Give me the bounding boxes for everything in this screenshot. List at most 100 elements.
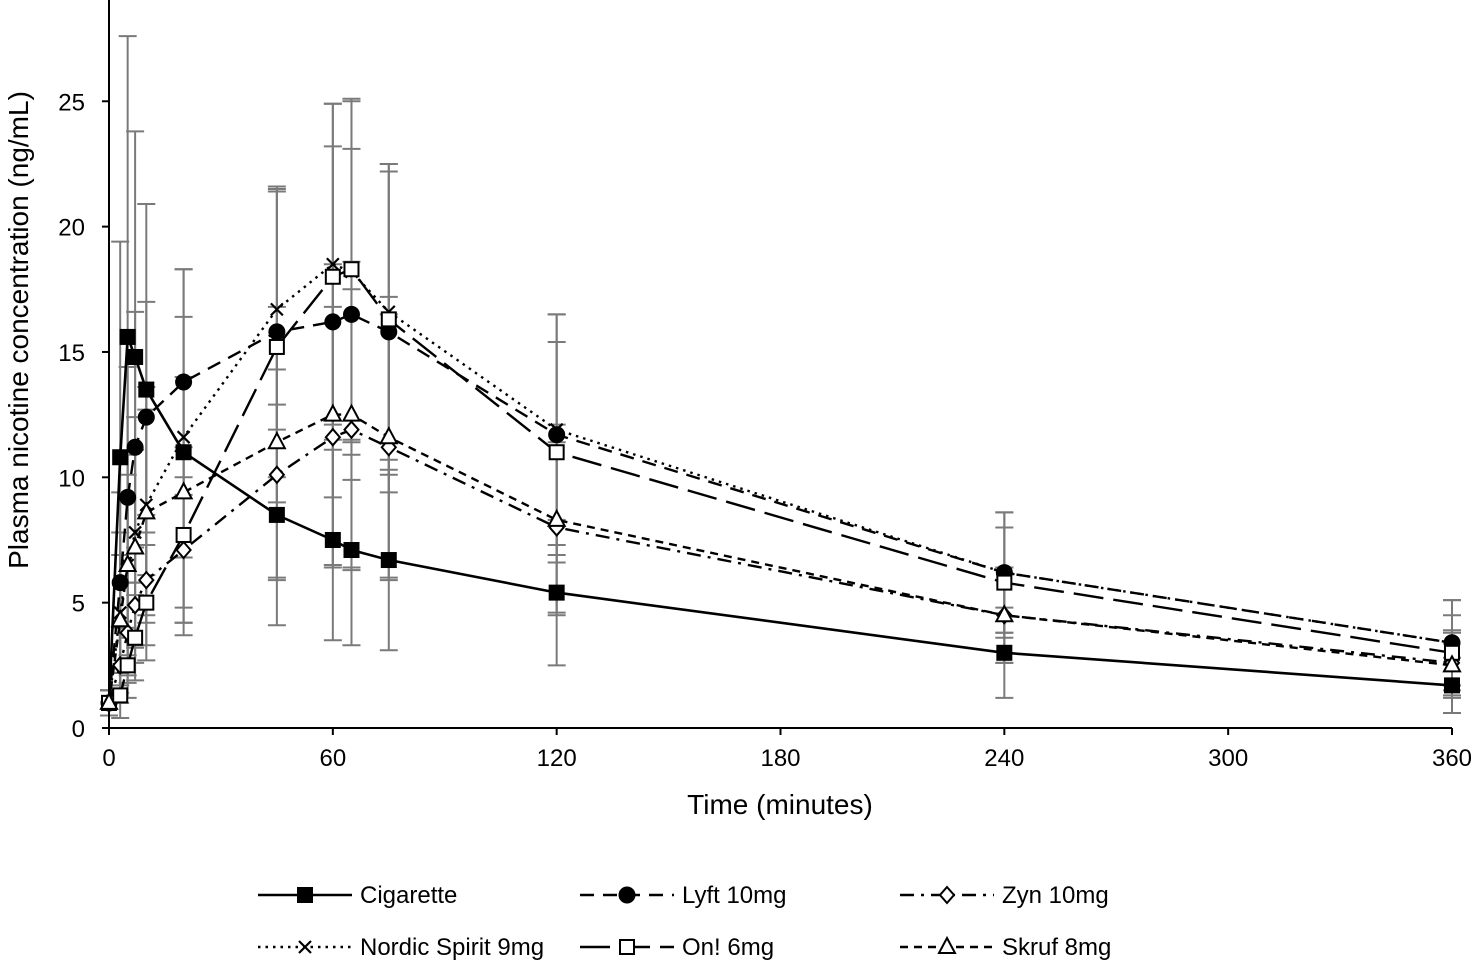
legend-item-nordic-spirit-9mg: Nordic Spirit 9mg xyxy=(258,934,544,961)
cigarette-data-point xyxy=(268,506,285,523)
skruf-8mg-data-point xyxy=(323,403,343,422)
zyn-10mg-data-point xyxy=(343,420,360,440)
cigarette-data-point xyxy=(548,584,565,601)
cigarette-data-point xyxy=(996,644,1013,661)
skruf-8mg-data-point xyxy=(99,691,119,710)
cigarette-data-point xyxy=(324,531,341,548)
legend: Cigarette Lyft 10mg Zyn 10mg Nordic Spirit … xyxy=(258,882,1111,961)
on-6mg-data-point xyxy=(548,444,565,461)
nordic-spirit-9mg-series-line xyxy=(107,262,1453,704)
x-tick-label: 240 xyxy=(984,745,1024,772)
lyft-10mg-data-point xyxy=(111,574,129,592)
on-6mg-data-point xyxy=(996,574,1013,591)
legend-label: Skruf 8mg xyxy=(1002,934,1111,961)
cigarette-data-point xyxy=(343,542,360,559)
legend-marker xyxy=(297,887,313,903)
legend-item-skruf-8mg: Skruf 8mg xyxy=(900,934,1111,961)
zyn-10mg-data-point xyxy=(175,540,192,560)
legend-label: Lyft 10mg xyxy=(682,882,787,909)
y-tick-label: 10 xyxy=(58,465,85,492)
skruf-8mg-data-point xyxy=(379,426,399,445)
legend-item-on-6mg: On! 6mg xyxy=(580,934,774,961)
legend-marker xyxy=(938,885,956,905)
skruf-8mg-series-line xyxy=(107,413,1453,704)
cigarette-data-point xyxy=(119,328,136,345)
zyn-10mg-data-point xyxy=(137,570,155,590)
cigarette-series-line xyxy=(107,336,1453,703)
on-6mg-data-point xyxy=(175,526,192,543)
nordic-spirit-9mg-data-point xyxy=(270,302,284,317)
skruf-8mg-data-point xyxy=(117,553,138,573)
skruf-8mg-data-point xyxy=(341,403,362,422)
lyft-10mg-data-point xyxy=(548,426,566,444)
error-bars-layer xyxy=(100,35,1461,719)
y-tick-label: 5 xyxy=(72,591,85,618)
legend-label: On! 6mg xyxy=(682,934,774,961)
y-tick-label: 15 xyxy=(58,340,85,367)
skruf-8mg-data-point xyxy=(110,609,130,628)
series-lines-layer xyxy=(107,262,1453,704)
legend-marker xyxy=(298,940,312,954)
on-6mg-series-line xyxy=(108,267,1453,704)
lyft-10mg-series-line xyxy=(107,313,1453,704)
skruf-8mg-data-point xyxy=(994,604,1014,623)
on-6mg-data-point xyxy=(112,687,129,704)
nordic-spirit-9mg-data-point xyxy=(176,430,191,444)
zyn-10mg-series-line xyxy=(107,428,1453,704)
legend-marker xyxy=(937,935,957,954)
legend-label: Zyn 10mg xyxy=(1002,882,1109,909)
on-6mg-data-point xyxy=(138,594,155,611)
nordic-spirit-9mg-data-point xyxy=(128,525,142,540)
x-tick-label: 300 xyxy=(1208,745,1248,772)
skruf-8mg-data-point xyxy=(547,508,567,527)
on-6mg-data-point xyxy=(380,311,397,328)
x-axis-title: Time (minutes) xyxy=(687,789,873,820)
lyft-10mg-data-point xyxy=(342,305,360,323)
on-6mg-data-point xyxy=(268,338,285,355)
cigarette-data-point xyxy=(138,381,155,398)
y-tick-label: 20 xyxy=(58,215,85,242)
axes xyxy=(108,0,1452,729)
lyft-10mg-data-point xyxy=(175,373,193,391)
cigarette-data-point xyxy=(380,552,397,569)
axis-ticks: 0 60 120 180 240 300 360 0 5 10 15 20 25 xyxy=(58,89,1472,772)
x-tick-label: 120 xyxy=(537,745,577,772)
zyn-10mg-data-point xyxy=(324,427,342,447)
y-tick-label: 25 xyxy=(58,89,85,116)
skruf-8mg-data-point xyxy=(136,501,156,520)
lyft-10mg-data-point xyxy=(268,323,286,341)
lyft-10mg-data-point xyxy=(324,313,342,331)
legend-label: Nordic Spirit 9mg xyxy=(360,934,544,961)
nordic-spirit-9mg-data-point xyxy=(549,422,564,437)
lyft-10mg-data-point xyxy=(126,438,144,456)
cigarette-data-point xyxy=(127,348,144,365)
y-axis-title: Plasma nicotine concentration (ng/mL) xyxy=(3,91,34,569)
skruf-8mg-data-point xyxy=(1442,654,1462,673)
lyft-10mg-data-point xyxy=(137,408,155,426)
legend-marker xyxy=(618,886,636,904)
legend-marker xyxy=(619,939,635,955)
on-6mg-data-point xyxy=(324,268,341,285)
nordic-spirit-9mg-data-point xyxy=(326,257,340,272)
cigarette-data-point xyxy=(175,444,192,461)
x-tick-label: 180 xyxy=(760,745,800,772)
on-6mg-data-point xyxy=(343,261,360,278)
legend-item-cigarette: Cigarette xyxy=(258,882,457,909)
x-tick-label: 60 xyxy=(319,745,346,772)
x-tick-label: 0 xyxy=(102,745,115,772)
legend-label: Cigarette xyxy=(360,882,457,909)
series-markers-layer xyxy=(99,257,1462,713)
skruf-8mg-data-point xyxy=(125,536,145,555)
on-6mg-data-point xyxy=(119,657,136,674)
legend-item-lyft-10mg: Lyft 10mg xyxy=(580,882,787,909)
y-tick-label: 0 xyxy=(72,716,85,743)
x-tick-label: 360 xyxy=(1432,745,1472,772)
cigarette-data-point xyxy=(112,449,129,466)
on-6mg-data-point xyxy=(127,629,144,646)
cigarette-data-point xyxy=(1444,677,1460,694)
legend-item-zyn-10mg: Zyn 10mg xyxy=(900,882,1109,909)
skruf-8mg-data-point xyxy=(173,481,194,500)
skruf-8mg-data-point xyxy=(267,431,287,450)
lyft-10mg-data-point xyxy=(119,488,137,506)
